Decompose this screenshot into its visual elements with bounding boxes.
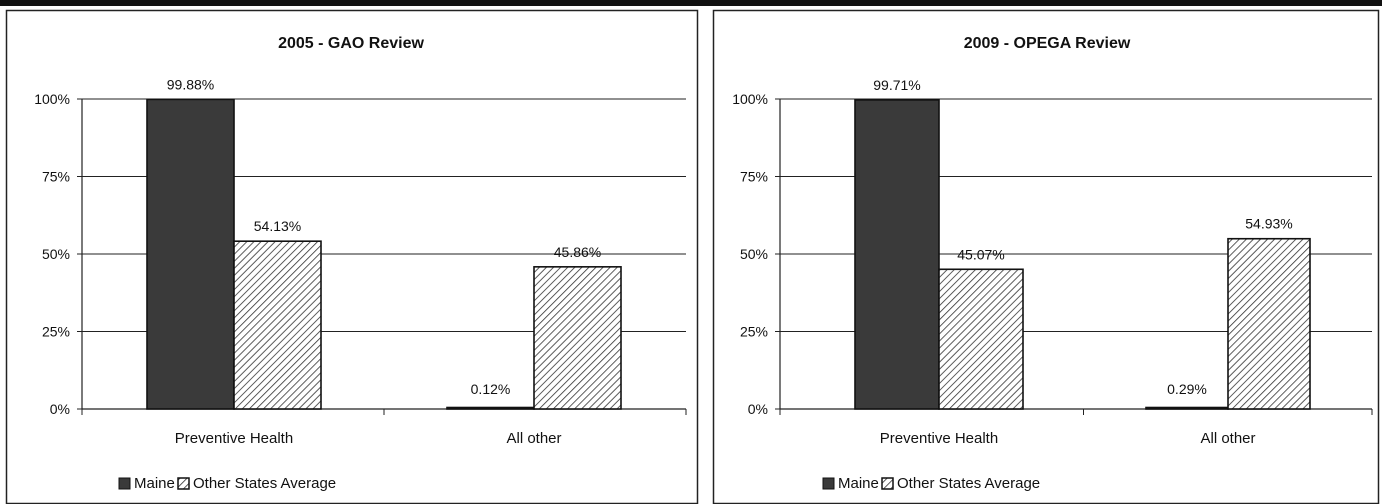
y-tick-label: 0% <box>748 401 768 417</box>
data-label: 99.71% <box>873 77 920 93</box>
chart-panel-2005: 2005 - GAO Review 100% 75% 50% 25% 0% 99.88% 54… <box>34 35 687 492</box>
chart-panel-2009: 2009 - OPEGA Review 100% 75% 50% 25% 0% 99.71%… <box>732 35 1373 492</box>
x-category-label: Preventive Health <box>880 430 998 447</box>
legend-label-maine: Maine <box>838 475 879 492</box>
legend-label-other-states: Other States Average <box>897 475 1040 492</box>
y-tick-label: 25% <box>42 324 70 340</box>
bar-other-states <box>938 268 1024 410</box>
bar-maine <box>446 406 535 410</box>
y-tick-label: 100% <box>732 91 768 107</box>
data-label: 45.07% <box>957 246 1004 262</box>
x-category-label: All other <box>1200 430 1255 447</box>
chart-title: 2005 - GAO Review <box>278 35 424 52</box>
legend-label-maine: Maine <box>134 475 175 492</box>
y-tick-label: 50% <box>740 246 768 262</box>
legend-swatch-maine <box>822 477 835 490</box>
y-tick-label: 75% <box>42 169 70 185</box>
x-category-label: Preventive Health <box>175 430 293 447</box>
legend-label-other-states: Other States Average <box>193 475 336 492</box>
x-category-label: All other <box>506 430 561 447</box>
bar-maine <box>146 98 235 410</box>
bar-other-states <box>233 240 322 410</box>
legend-swatch-other-states <box>881 477 894 490</box>
y-tick-label: 100% <box>34 91 70 107</box>
bar-maine <box>854 99 940 410</box>
data-label: 54.93% <box>1245 216 1292 232</box>
data-label: 0.29% <box>1167 381 1207 397</box>
legend-swatch-other-states <box>177 477 190 490</box>
bar-maine <box>1145 406 1229 410</box>
bar-other-states <box>1227 237 1311 410</box>
y-tick-label: 25% <box>740 324 768 340</box>
top-border <box>0 0 1382 6</box>
bar-other-states <box>533 266 622 410</box>
chart-title: 2009 - OPEGA Review <box>964 35 1131 52</box>
y-tick-label: 75% <box>740 169 768 185</box>
legend: Maine Other States Average <box>118 475 336 492</box>
y-tick-label: 0% <box>50 401 70 417</box>
data-label: 45.86% <box>554 244 601 260</box>
legend: Maine Other States Average <box>822 475 1040 492</box>
legend-swatch-maine <box>118 477 131 490</box>
y-tick-label: 50% <box>42 246 70 262</box>
data-label: 0.12% <box>471 381 511 397</box>
data-label: 54.13% <box>254 218 301 234</box>
data-label: 99.88% <box>167 76 214 92</box>
